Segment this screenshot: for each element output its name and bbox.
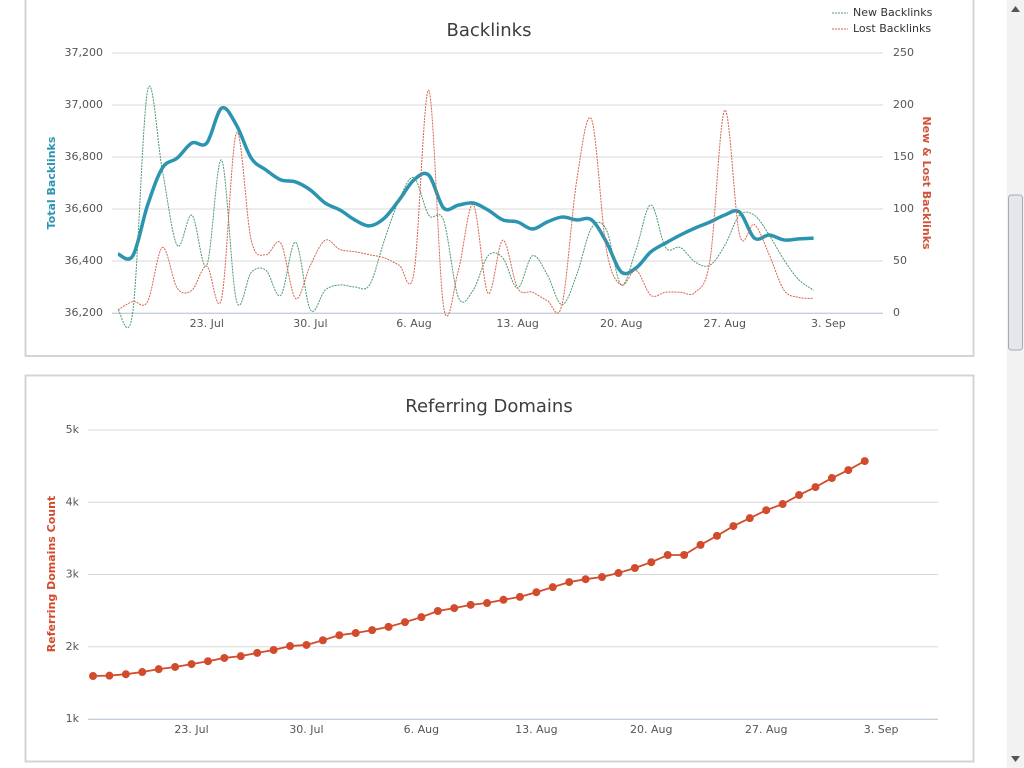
point — [762, 506, 771, 515]
panel — [24, 374, 975, 763]
series-line — [117, 85, 814, 329]
y-tick-label: 37,200 — [65, 46, 104, 59]
point — [795, 491, 804, 500]
y2-tick-label: 100 — [893, 202, 914, 215]
y-tick-label: 2k — [66, 640, 80, 653]
series-line — [117, 89, 814, 317]
scroll-up[interactable] — [1011, 6, 1020, 12]
point — [532, 588, 541, 597]
point — [171, 662, 180, 671]
point — [417, 613, 426, 622]
point — [203, 657, 212, 666]
point — [827, 474, 836, 483]
legend-label: New Backlinks — [853, 6, 933, 19]
x-tick-label: 20. Aug — [600, 317, 642, 330]
point — [105, 671, 114, 680]
y2-tick-label: 250 — [893, 46, 914, 59]
x-tick-label: 27. Aug — [704, 317, 746, 330]
point — [811, 483, 820, 492]
y2-axis-label: New & Lost Backlinks — [920, 116, 933, 250]
y2-tick-label: 150 — [893, 150, 914, 163]
point — [483, 599, 492, 608]
y-axis-label: Referring Domains Count — [45, 496, 58, 652]
y-tick-label: 3k — [66, 568, 80, 581]
y-tick-label: 1k — [66, 712, 80, 725]
point — [712, 531, 721, 540]
point — [154, 665, 163, 674]
point — [384, 622, 393, 631]
scroll-thumb[interactable] — [1008, 194, 1023, 351]
point — [565, 578, 574, 587]
point — [302, 640, 311, 649]
x-tick-label: 3. Sep — [811, 317, 846, 330]
y-tick-label: 36,600 — [65, 202, 104, 215]
point — [680, 550, 689, 559]
point — [663, 550, 672, 559]
point — [187, 660, 196, 669]
point — [368, 626, 377, 635]
x-tick-label: 3. Sep — [864, 723, 899, 736]
point — [400, 618, 409, 627]
point — [581, 575, 590, 584]
point — [844, 466, 853, 475]
y-axis-label: Total Backlinks — [45, 136, 58, 229]
y-tick-label: 37,000 — [65, 98, 104, 111]
point — [121, 670, 130, 679]
x-tick-label: 23. Jul — [190, 317, 224, 330]
chart-title: Referring Domains — [405, 396, 572, 417]
y2-tick-label: 0 — [893, 306, 900, 319]
x-tick-label: 6. Aug — [404, 723, 439, 736]
x-tick-label: 23. Jul — [174, 723, 208, 736]
point — [630, 563, 639, 572]
x-tick-label: 13. Aug — [515, 723, 557, 736]
x-tick-label: 27. Aug — [745, 723, 787, 736]
point — [548, 583, 557, 592]
point — [335, 631, 344, 640]
point — [220, 653, 229, 662]
point — [286, 642, 295, 651]
x-tick-label: 20. Aug — [630, 723, 672, 736]
x-tick-label: 13. Aug — [496, 317, 538, 330]
point — [647, 558, 656, 567]
legend-label: Total Backlinks — [852, 0, 934, 3]
point — [696, 540, 705, 549]
point — [433, 606, 442, 615]
scrollbar[interactable] — [1007, 0, 1024, 768]
point — [351, 629, 360, 638]
y-tick-label: 36,800 — [65, 150, 104, 163]
point — [598, 573, 607, 582]
y-tick-label: 36,400 — [65, 254, 104, 267]
point — [745, 514, 754, 523]
chart-title: Backlinks — [447, 20, 532, 41]
legend-label: Lost Backlinks — [853, 22, 931, 35]
point — [499, 595, 508, 604]
point — [253, 648, 262, 657]
point — [778, 500, 787, 509]
panel — [24, 0, 975, 357]
point — [450, 604, 459, 613]
series-line — [117, 105, 814, 276]
point — [89, 672, 97, 681]
point — [138, 668, 147, 677]
x-tick-label: 30. Jul — [293, 317, 327, 330]
point — [318, 636, 327, 645]
y2-tick-label: 200 — [893, 98, 914, 111]
y-tick-label: 5k — [66, 423, 80, 436]
point — [515, 592, 524, 601]
y2-tick-label: 50 — [893, 254, 907, 267]
x-tick-label: 30. Jul — [289, 723, 323, 736]
scroll-down[interactable] — [1011, 756, 1020, 762]
y-tick-label: 4k — [66, 495, 80, 508]
point — [860, 457, 869, 466]
point — [269, 646, 278, 655]
point — [614, 569, 623, 578]
point — [466, 600, 475, 609]
point — [236, 652, 245, 661]
point — [729, 522, 738, 531]
x-tick-label: 6. Aug — [396, 317, 431, 330]
y-tick-label: 36,200 — [65, 306, 104, 319]
